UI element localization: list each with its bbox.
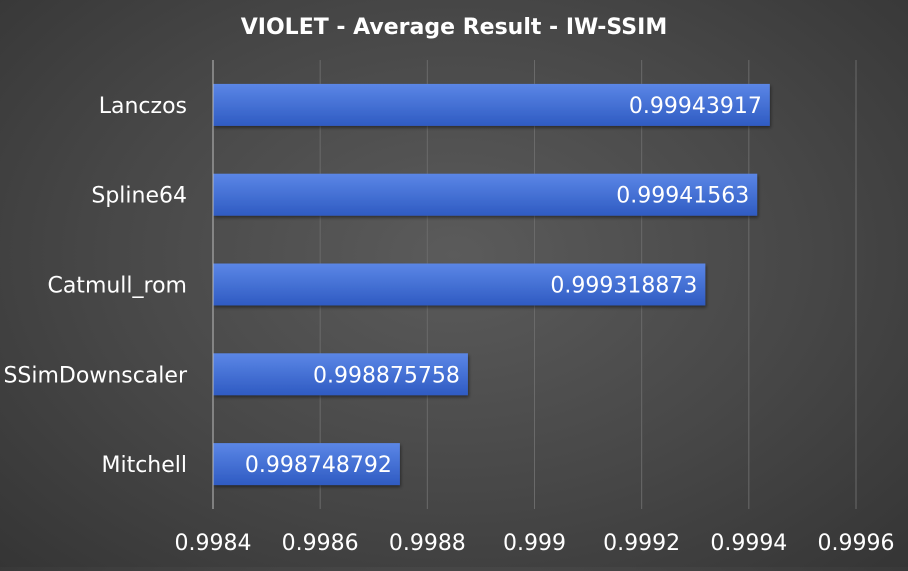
bar-value-label: 0.99943917 [629,94,762,119]
x-tick-label: 0.9984 [175,531,252,556]
x-tick-label: 0.9994 [710,531,787,556]
bar [213,263,706,306]
x-tick-label: 0.9992 [603,531,680,556]
category-label: Lanczos [99,94,187,119]
x-tick-label: 0.9988 [389,531,466,556]
x-axis-tick-labels: 0.9984 0.9986 0.9988 0.999 0.9992 0.9994 0.999… [175,531,895,556]
x-tick-label: 0.9996 [818,531,895,556]
bar [213,353,468,396]
category-label: Catmull_rom [47,274,187,299]
category-label: Mitchell [101,453,187,478]
bars: 0.99943917 0.99941563 0.999318873 0.9988757… [213,83,770,486]
chart-title: VIOLET - Average Result - IW-SSIM [241,15,667,40]
bar-value-label: 0.999318873 [550,274,697,299]
category-labels: Lanczos Spline64 Catmull_rom SSimDownscaler… [3,94,187,478]
bar [213,443,400,486]
bar-value-label: 0.998748792 [245,453,392,478]
category-label: SSimDownscaler [3,363,187,388]
bar [213,83,770,126]
bar-value-label: 0.998875758 [313,363,460,388]
x-tick-label: 0.999 [503,531,566,556]
bar-value-label: 0.99941563 [616,184,749,209]
x-tick-label: 0.9986 [282,531,359,556]
category-label: Spline64 [91,184,187,209]
bar [213,173,758,216]
